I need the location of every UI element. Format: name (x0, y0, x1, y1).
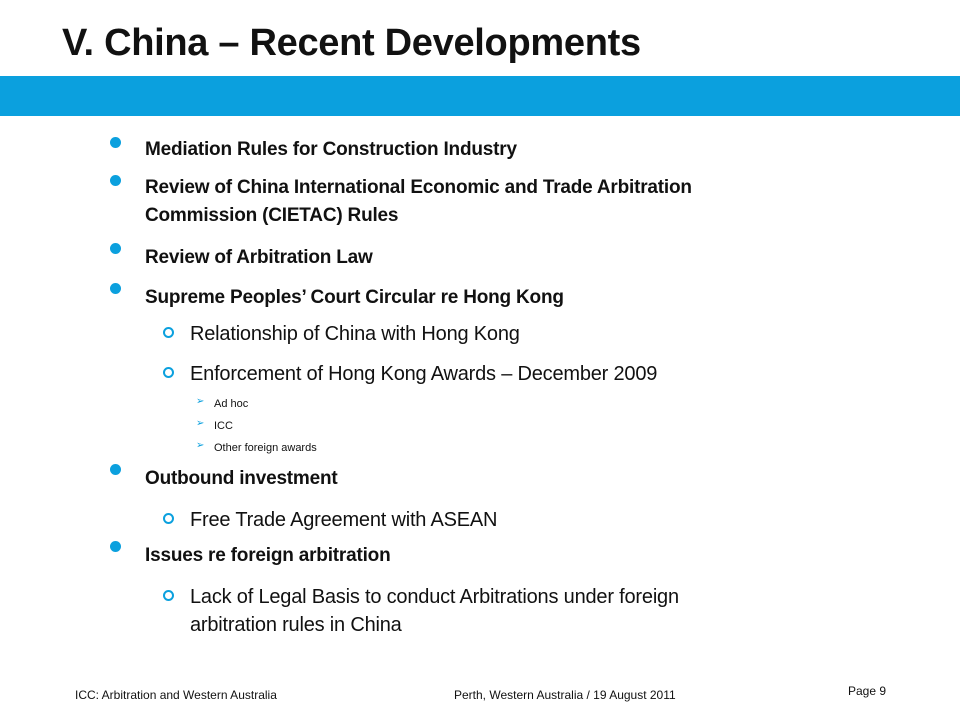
bullet-text-line2: Commission (CIETAC) Rules (145, 205, 399, 226)
bullet-circle-icon (163, 327, 174, 338)
footer-left-text: ICC: Arbitration and Western Australia (75, 688, 277, 702)
subbullet-text: Free Trade Agreement with ASEAN (190, 509, 498, 531)
subsub-other-foreign: Other foreign awards (214, 438, 317, 456)
bullet-cietac-review: Review of China International Economic a… (145, 174, 692, 230)
subbullet-relationship: Relationship of China with Hong Kong (190, 320, 520, 348)
arrow-bullet-icon: ➢ (196, 440, 205, 451)
subsub-ad-hoc: Ad hoc (214, 394, 248, 412)
bullet-dot-icon (110, 464, 121, 475)
subbullet-text-line2: arbitration rules in China (190, 614, 402, 636)
bullet-dot-icon (110, 137, 121, 148)
bullet-arbitration-law: Review of Arbitration Law (145, 244, 373, 272)
bullet-supreme-court: Supreme Peoples’ Court Circular re Hong … (145, 284, 564, 312)
bullet-circle-icon (163, 590, 174, 601)
subbullet-text: Enforcement of Hong Kong Awards – Decemb… (190, 363, 658, 385)
bullet-text: Mediation Rules for Construction Industr… (145, 139, 517, 160)
bullet-text: Supreme Peoples’ Court Circular re Hong … (145, 287, 564, 308)
subbullet-fta-asean: Free Trade Agreement with ASEAN (190, 506, 497, 534)
bullet-text: Outbound investment (145, 468, 338, 489)
bullet-text: Issues re foreign arbitration (145, 545, 391, 566)
slide-title: V. China – Recent Developments (62, 22, 641, 64)
bullet-text: Review of Arbitration Law (145, 247, 373, 268)
bullet-circle-icon (163, 513, 174, 524)
bullet-dot-icon (110, 541, 121, 552)
bullet-dot-icon (110, 243, 121, 254)
page-number: Page 9 (848, 684, 887, 698)
arrow-bullet-icon: ➢ (196, 396, 205, 407)
bullet-circle-icon (163, 367, 174, 378)
subsub-text: Other foreign awards (214, 442, 317, 454)
bullet-foreign-arbitration: Issues re foreign arbitration (145, 542, 391, 570)
subsub-text: ICC (214, 420, 233, 432)
bullet-mediation-rules: Mediation Rules for Construction Industr… (145, 136, 517, 164)
footer-center-text: Perth, Western Australia / 19 August 201… (454, 688, 676, 702)
subbullet-text-line1: Lack of Legal Basis to conduct Arbitrati… (190, 586, 679, 608)
bullet-text-line1: Review of China International Economic a… (145, 177, 692, 198)
bullet-outbound-investment: Outbound investment (145, 465, 338, 493)
title-accent-band (0, 76, 960, 116)
subsub-text: Ad hoc (214, 398, 249, 410)
bullet-dot-icon (110, 283, 121, 294)
subbullet-enforcement: Enforcement of Hong Kong Awards – Decemb… (190, 360, 657, 388)
bullet-dot-icon (110, 175, 121, 186)
subbullet-legal-basis: Lack of Legal Basis to conduct Arbitrati… (190, 583, 679, 639)
subsub-icc: ICC (214, 416, 233, 434)
subbullet-text: Relationship of China with Hong Kong (190, 323, 520, 345)
arrow-bullet-icon: ➢ (196, 418, 205, 429)
